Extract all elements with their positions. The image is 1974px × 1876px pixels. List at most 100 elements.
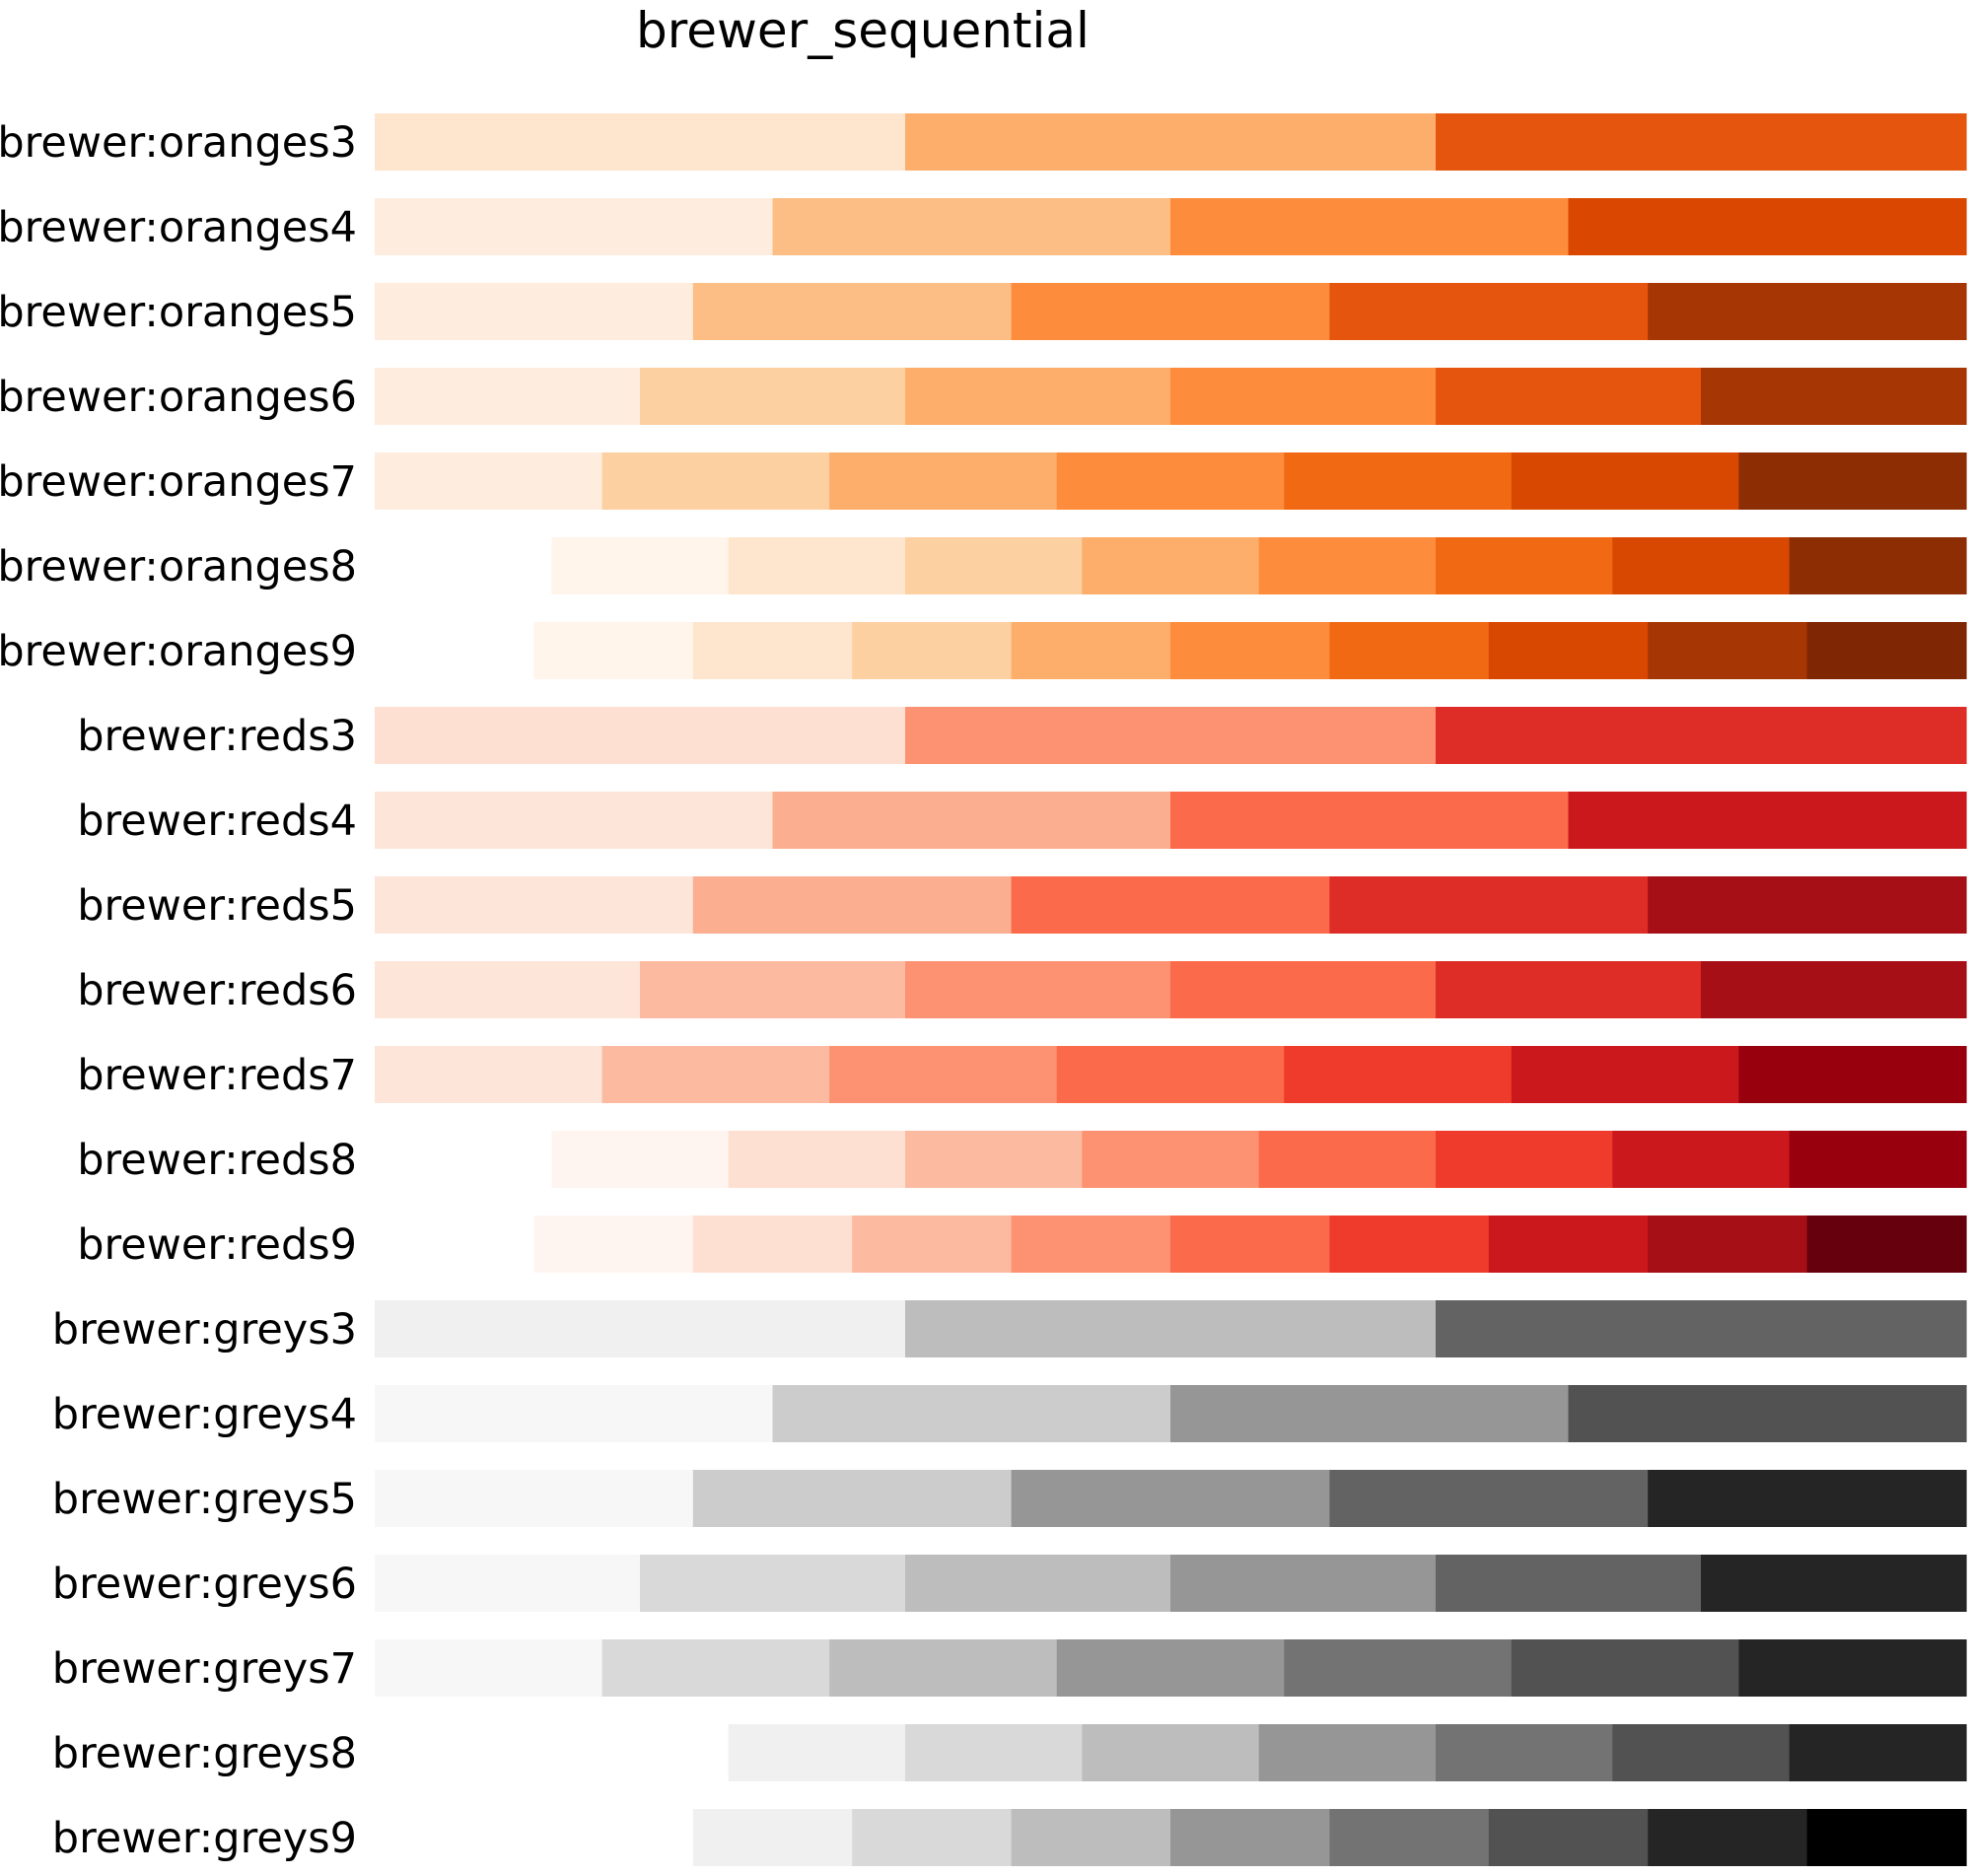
color-swatch bbox=[1170, 1216, 1330, 1273]
color-swatch bbox=[692, 283, 1013, 340]
color-swatch bbox=[601, 1639, 830, 1697]
color-swatch bbox=[1011, 1470, 1330, 1527]
color-swatch bbox=[1648, 1809, 1808, 1866]
color-swatch bbox=[728, 1724, 906, 1781]
color-swatch bbox=[1436, 1300, 1967, 1357]
color-swatch bbox=[1436, 113, 1967, 171]
color-swatch bbox=[905, 113, 1437, 171]
color-swatch bbox=[375, 876, 694, 934]
color-swatch bbox=[905, 1555, 1171, 1612]
color-swatch bbox=[375, 1555, 641, 1612]
color-swatch bbox=[829, 452, 1058, 510]
row-label: brewer:reds4 bbox=[77, 797, 357, 846]
color-swatch bbox=[375, 368, 641, 425]
color-swatch bbox=[1568, 198, 1967, 255]
color-swatch bbox=[1701, 1555, 1967, 1612]
color-swatch bbox=[533, 1216, 694, 1273]
color-swatch bbox=[1612, 1131, 1791, 1188]
row-label: brewer:oranges7 bbox=[0, 457, 357, 507]
color-swatch bbox=[905, 1131, 1083, 1188]
color-swatch bbox=[1789, 1131, 1967, 1188]
color-swatch bbox=[1170, 1809, 1330, 1866]
color-swatch bbox=[905, 1724, 1083, 1781]
color-swatch bbox=[1329, 283, 1649, 340]
color-swatch bbox=[1056, 1639, 1285, 1697]
color-swatch bbox=[375, 792, 774, 849]
color-swatch bbox=[1436, 368, 1702, 425]
row-label: brewer:oranges6 bbox=[0, 373, 357, 422]
color-swatch bbox=[905, 537, 1083, 594]
row-label: brewer:greys4 bbox=[52, 1390, 357, 1439]
color-swatch bbox=[692, 1809, 853, 1866]
color-swatch bbox=[772, 792, 1171, 849]
row-label: brewer:reds6 bbox=[77, 966, 357, 1015]
color-swatch bbox=[1056, 1046, 1285, 1103]
row-label: brewer:greys6 bbox=[52, 1560, 357, 1609]
color-swatch bbox=[1170, 622, 1330, 679]
color-swatch bbox=[551, 537, 730, 594]
color-swatch bbox=[1648, 876, 1967, 934]
color-swatch bbox=[692, 622, 853, 679]
color-swatch bbox=[1436, 961, 1702, 1018]
color-swatch bbox=[640, 961, 906, 1018]
color-swatch bbox=[375, 452, 603, 510]
color-swatch bbox=[533, 622, 694, 679]
color-swatch bbox=[728, 537, 906, 594]
row-label: brewer:greys8 bbox=[52, 1729, 357, 1778]
color-swatch bbox=[829, 1046, 1058, 1103]
color-swatch bbox=[375, 1639, 603, 1697]
color-swatch bbox=[1701, 368, 1967, 425]
color-swatch bbox=[1738, 1639, 1967, 1697]
row-label: brewer:reds3 bbox=[77, 712, 357, 761]
row-label: brewer:oranges8 bbox=[0, 542, 357, 591]
row-label: brewer:greys7 bbox=[52, 1644, 357, 1694]
color-swatch bbox=[852, 1216, 1013, 1273]
color-swatch bbox=[1488, 622, 1649, 679]
row-label: brewer:greys3 bbox=[52, 1305, 357, 1355]
color-swatch bbox=[1011, 876, 1330, 934]
color-swatch bbox=[1284, 452, 1513, 510]
color-swatch bbox=[1789, 537, 1967, 594]
color-swatch bbox=[692, 1216, 853, 1273]
color-swatch bbox=[375, 1300, 906, 1357]
row-label: brewer:greys9 bbox=[52, 1814, 357, 1863]
color-swatch bbox=[1568, 1385, 1967, 1442]
color-swatch bbox=[1806, 1216, 1967, 1273]
color-swatch bbox=[533, 1809, 694, 1866]
chart-title: brewer_sequential bbox=[636, 2, 1090, 59]
color-swatch bbox=[1082, 537, 1260, 594]
color-swatch bbox=[1568, 792, 1967, 849]
color-swatch bbox=[1258, 1131, 1437, 1188]
color-swatch bbox=[772, 198, 1171, 255]
color-swatch bbox=[375, 283, 694, 340]
color-swatch bbox=[1329, 1809, 1490, 1866]
color-swatch bbox=[1436, 1131, 1613, 1188]
color-swatch bbox=[1329, 876, 1649, 934]
row-label: brewer:oranges5 bbox=[0, 288, 357, 337]
color-swatch bbox=[1258, 537, 1437, 594]
color-swatch bbox=[1011, 1809, 1171, 1866]
color-swatch bbox=[375, 961, 641, 1018]
color-swatch bbox=[1329, 1470, 1649, 1527]
color-swatch bbox=[1436, 1555, 1702, 1612]
color-swatch bbox=[1284, 1046, 1513, 1103]
color-swatch bbox=[1612, 1724, 1791, 1781]
color-swatch bbox=[1648, 283, 1967, 340]
color-swatch bbox=[551, 1131, 730, 1188]
color-swatch bbox=[375, 707, 906, 764]
color-swatch bbox=[1789, 1724, 1967, 1781]
color-swatch bbox=[1488, 1809, 1649, 1866]
color-swatch bbox=[375, 1046, 603, 1103]
color-swatch bbox=[728, 1131, 906, 1188]
color-swatch bbox=[1170, 792, 1570, 849]
color-swatch bbox=[1056, 452, 1285, 510]
color-swatch bbox=[1738, 1046, 1967, 1103]
color-swatch bbox=[1082, 1724, 1260, 1781]
row-label: brewer:reds9 bbox=[77, 1220, 357, 1270]
color-swatch bbox=[1329, 622, 1490, 679]
color-swatch bbox=[601, 452, 830, 510]
color-swatch bbox=[852, 622, 1013, 679]
color-swatch bbox=[1170, 961, 1437, 1018]
color-swatch bbox=[1436, 537, 1613, 594]
